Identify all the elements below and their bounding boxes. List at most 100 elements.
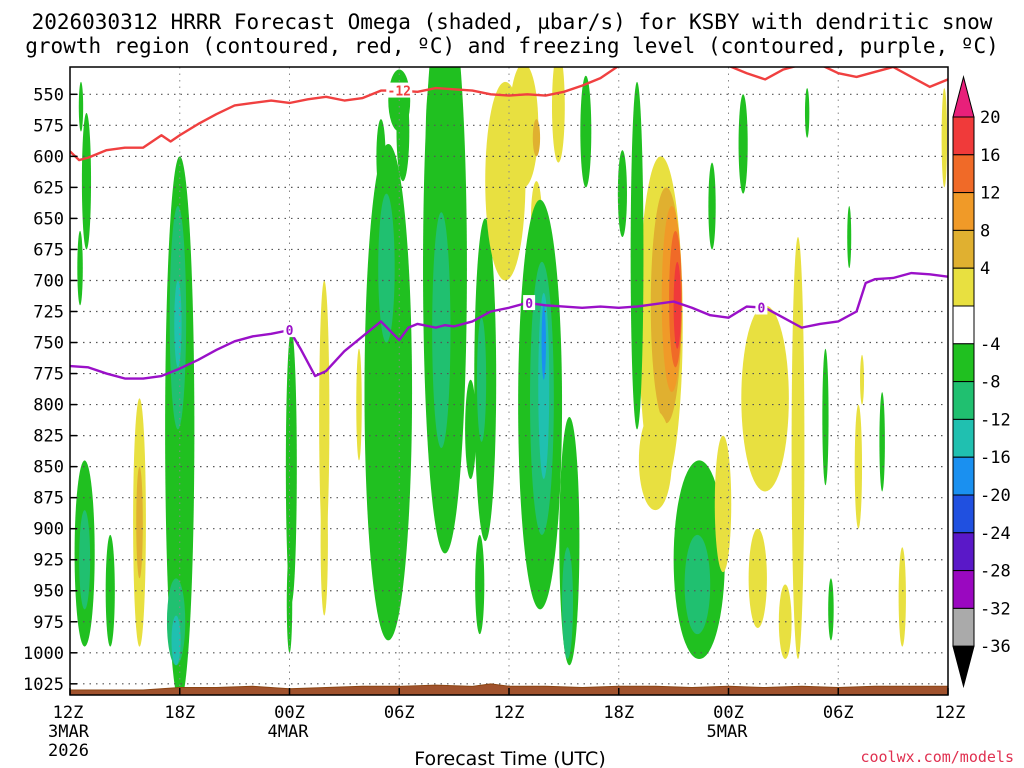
- omega-region-l4: [425, 67, 446, 200]
- x-tick-date-h36: 5MAR: [707, 722, 749, 742]
- omega-region-l4: [465, 379, 477, 480]
- omega-region-g4: [320, 466, 328, 616]
- x-tick-date-h12: 4MAR: [268, 722, 310, 742]
- omega-region-g4: [941, 88, 948, 188]
- y-tick-label-725: 725: [33, 302, 64, 322]
- contours: 0 0 0 -12: [70, 67, 948, 380]
- omega-region-l8: [79, 510, 91, 610]
- x-axis-label: Forecast Time (UTC): [414, 748, 605, 768]
- colorbar-segment-12: [952, 570, 975, 609]
- x-tick-year-h0: 2026: [48, 741, 89, 761]
- omega-region-l8: [562, 547, 574, 660]
- colorbar-label-3: 8: [980, 221, 990, 241]
- omega-region-l4: [475, 534, 485, 635]
- colorbar-arrow-top: [952, 75, 975, 118]
- omega-region-g4: [898, 547, 906, 647]
- dgz-label-bg: [386, 82, 413, 98]
- x-tick-label-h42: 06Z: [823, 703, 854, 723]
- x-tick-label-h24: 12Z: [494, 703, 525, 723]
- freezing-level-line: [70, 271, 948, 380]
- colorbar-label-5: -4: [980, 335, 1000, 355]
- colorbar: 20 16 12 8 4 -4 -8 -12 -16 -20 -24 -28 -32 -36: [952, 75, 1011, 689]
- freezing-level-label-0: 0: [286, 324, 294, 339]
- colorbar-label-10: -24: [980, 524, 1011, 544]
- freezing-level-label-1: 0: [525, 297, 533, 312]
- omega-region-l4: [708, 162, 716, 250]
- omega-region-l8: [476, 317, 487, 442]
- colorbar-label-4: 4: [980, 259, 990, 279]
- freezing-label-bg: [523, 295, 536, 311]
- colorbar-segment-9: [952, 456, 975, 496]
- x-tick-label-h30: 18Z: [603, 703, 634, 723]
- colorbar-label-1: 16: [980, 146, 1000, 166]
- omega-region-l4: [617, 150, 627, 238]
- colorbar-label-7: -12: [980, 410, 1011, 430]
- y-tick-label-775: 775: [33, 365, 64, 385]
- chart-title-line1: 2026030312 HRRR Forecast Omega (shaded, …: [32, 10, 993, 34]
- omega-region-l4: [580, 75, 592, 188]
- y-tick-label-600: 600: [33, 147, 64, 167]
- y-tick-label-650: 650: [33, 209, 64, 229]
- omega-region-l4: [738, 94, 748, 194]
- y-tick-label-1025: 1025: [23, 675, 64, 695]
- omega-region-g20: [673, 261, 681, 349]
- y-tick-label-1000: 1000: [23, 644, 64, 664]
- omega-region-l4: [81, 112, 92, 250]
- omega-region-l4: [804, 88, 810, 138]
- omega-region-l8: [378, 193, 395, 343]
- x-tick-label-h6: 18Z: [164, 703, 195, 723]
- omega-region-g4: [509, 67, 539, 188]
- colorbar-segment-10: [952, 494, 975, 534]
- colorbar-label-13: -36: [980, 637, 1011, 657]
- omega-region-l4: [286, 553, 293, 653]
- y-tick-label-925: 925: [33, 551, 64, 571]
- colorbar-label-2: 12: [980, 184, 1000, 204]
- omega-region-g4: [638, 410, 672, 511]
- omega-region-g4: [791, 237, 805, 660]
- x-tick-label-h48: 12Z: [935, 703, 966, 723]
- colorbar-segment-5: [952, 305, 975, 345]
- omega-region-l12: [171, 615, 181, 666]
- omega-region-l4: [630, 81, 644, 430]
- omega-region-g4: [714, 435, 732, 573]
- colorbar-label-6: -8: [980, 373, 1000, 393]
- chart-title-line2: growth region (contoured, red, ºC) and f…: [25, 34, 999, 58]
- x-tick-label-h0: 12Z: [53, 703, 84, 723]
- y-tick-label-800: 800: [33, 396, 64, 416]
- omega-region-l8: [432, 212, 451, 449]
- x-tick-label-h18: 06Z: [384, 703, 415, 723]
- credit-text: coolwx.com/models: [860, 748, 1014, 766]
- omega-region-l12: [538, 292, 550, 480]
- x-tick-date-h0: 3MAR: [48, 722, 90, 742]
- y-tick-label-575: 575: [33, 116, 64, 136]
- colorbar-segment-11: [952, 532, 975, 572]
- omega-region-l4: [828, 578, 834, 641]
- colorbar-label-8: -16: [980, 448, 1011, 468]
- y-tick-label-550: 550: [33, 85, 64, 105]
- omega-region-g4: [860, 354, 865, 405]
- colorbar-segment-7: [952, 381, 975, 420]
- omega-region-l8: [684, 534, 711, 635]
- y-tick-label-625: 625: [33, 178, 64, 198]
- y-tick-label-875: 875: [33, 489, 64, 509]
- colorbar-segment-4: [952, 267, 975, 307]
- colorbar-arrow-bottom: [952, 645, 975, 689]
- omega-region-g4: [551, 67, 565, 163]
- omega-region-l4: [77, 230, 83, 306]
- omega-region-l4: [847, 206, 852, 269]
- freezing-level-label-2: 0: [758, 302, 766, 317]
- omega-region-g4: [319, 280, 330, 554]
- omega-region-g4: [854, 404, 863, 529]
- omega-region-g4: [741, 305, 789, 492]
- omega-region-l4: [78, 81, 84, 132]
- omega-region-l4: [376, 119, 386, 194]
- y-tick-label-825: 825: [33, 427, 64, 447]
- colorbar-label-9: -20: [980, 486, 1011, 506]
- colorbar-segment-13: [952, 607, 975, 647]
- colorbar-segment-0: [952, 116, 975, 156]
- y-tick-label-675: 675: [33, 240, 64, 260]
- y-tick-label-850: 850: [33, 458, 64, 478]
- colorbar-segment-6: [952, 343, 975, 383]
- freezing-label-bg: [755, 299, 768, 315]
